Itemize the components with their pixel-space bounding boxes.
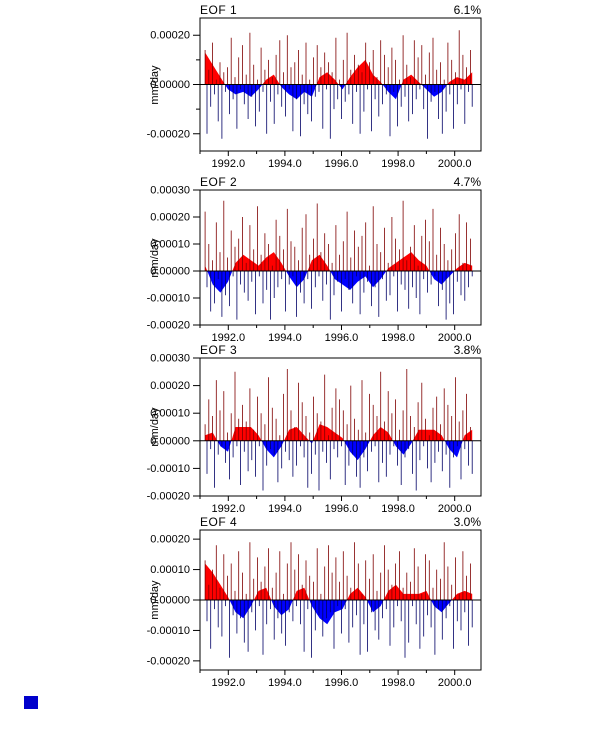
y-tick-label: 0.00000 <box>150 79 190 91</box>
y-tick-label: 0.00000 <box>150 435 190 447</box>
raw-series-negative <box>206 600 473 658</box>
x-tick-label: 1996.0 <box>325 677 359 689</box>
x-tick-label: 2000.0 <box>438 332 472 344</box>
raw-series-positive <box>204 369 471 441</box>
eof-panel-3: EOF 3 3.8% mm/day 0.00030 0.00020 0.00010 0… <box>0 342 607 518</box>
eof-panel-4: EOF 4 3.0% mm/day 0.00020 0.00010 0.00000-… <box>0 514 607 692</box>
y-tick-label: 0.00020 <box>150 534 190 546</box>
plot-area: 0.00030 0.00020 0.00010 0.00000 -0.00010 -0.0… <box>147 353 482 515</box>
raw-series-positive <box>204 542 471 600</box>
x-tick-label: 1994.0 <box>268 677 302 689</box>
x-tick-label: 2000.0 <box>438 677 472 689</box>
panel-title: EOF 2 <box>200 175 238 189</box>
y-tick-label: 0.00020 <box>150 30 190 42</box>
y-tick-label: -0.00010 <box>147 293 190 305</box>
x-tick-label: 1996.0 <box>325 332 359 344</box>
y-tick-label: 0.00000 <box>150 595 190 607</box>
y-tick-label: -0.00010 <box>147 463 190 475</box>
y-tick-label: -0.00020 <box>147 655 190 667</box>
raw-series-negative <box>206 84 473 139</box>
x-tick-label: 1992.0 <box>211 158 245 170</box>
smooth-negative-fill <box>205 600 473 625</box>
x-tick-label: 1994.0 <box>268 503 302 515</box>
x-tick-label: 1992.0 <box>211 332 245 344</box>
x-tick-label: 1998.0 <box>381 503 415 515</box>
x-tick-label: 2000.0 <box>438 158 472 170</box>
y-tick-label: -0.00020 <box>147 128 190 140</box>
plot-frame <box>199 357 482 497</box>
panel-title: EOF 3 <box>200 343 238 357</box>
smooth-positive-fill <box>205 252 473 271</box>
y-tick-label: 0.00000 <box>150 266 190 278</box>
plot-area: 0.00020 0.00000 -0.00020 1992.0 1994.0 1996.0… <box>147 17 482 170</box>
x-tick-label: 1998.0 <box>381 677 415 689</box>
x-tick-label: 1992.0 <box>211 503 245 515</box>
smooth-positive-fill <box>205 52 473 85</box>
panel-title: EOF 1 <box>200 3 238 17</box>
variance-percent: 3.8% <box>453 343 481 357</box>
y-tick-label: 0.00010 <box>150 564 190 576</box>
blue-marker <box>24 696 38 709</box>
raw-series-positive <box>204 200 471 271</box>
plot-area: 0.00020 0.00010 0.00000 -0.00010 -0.00020 199… <box>147 529 482 689</box>
eof-panel-1: EOF 1 6.1% mm/day 0.00020 0.00000 -0.00020… <box>0 2 607 173</box>
x-tick-label: 1996.0 <box>325 503 359 515</box>
x-tick-label: 1996.0 <box>325 158 359 170</box>
x-tick-label: 1994.0 <box>268 332 302 344</box>
plot-area: 0.00030 0.00020 0.00010 0.00000 -0.00010 -0.0… <box>147 185 482 344</box>
y-tick-label: 0.00010 <box>150 408 190 420</box>
raw-series-negative <box>206 271 473 320</box>
raw-series-negative <box>206 440 473 491</box>
smooth-negative-fill <box>205 271 473 293</box>
x-tick-label: 1998.0 <box>381 158 415 170</box>
smooth-positive-fill <box>205 424 473 441</box>
x-tick-label: 2000.0 <box>438 503 472 515</box>
y-tick-label: 0.00030 <box>150 185 190 197</box>
variance-percent: 4.7% <box>453 175 481 189</box>
y-tick-label: 0.00020 <box>150 380 190 392</box>
variance-percent: 6.1% <box>453 3 481 17</box>
raw-series-positive <box>204 30 471 85</box>
x-tick-label: 1992.0 <box>211 677 245 689</box>
y-tick-label: 0.00030 <box>150 353 190 365</box>
x-tick-label: 1994.0 <box>268 158 302 170</box>
y-tick-label: -0.00020 <box>147 320 190 332</box>
y-tick-label: 0.00020 <box>150 212 190 224</box>
y-tick-label: -0.00020 <box>147 491 190 503</box>
x-tick-label: 1998.0 <box>381 332 415 344</box>
variance-percent: 3.0% <box>453 515 481 529</box>
panel-title: EOF 4 <box>200 515 238 529</box>
y-tick-label: 0.00010 <box>150 239 190 251</box>
smooth-negative-fill <box>205 84 473 100</box>
y-tick-label: -0.00010 <box>147 625 190 637</box>
plot-frame <box>199 189 482 326</box>
eof-panel-2: EOF 2 4.7% mm/day 0.00030 0.00020 0.00010 0… <box>0 174 607 347</box>
